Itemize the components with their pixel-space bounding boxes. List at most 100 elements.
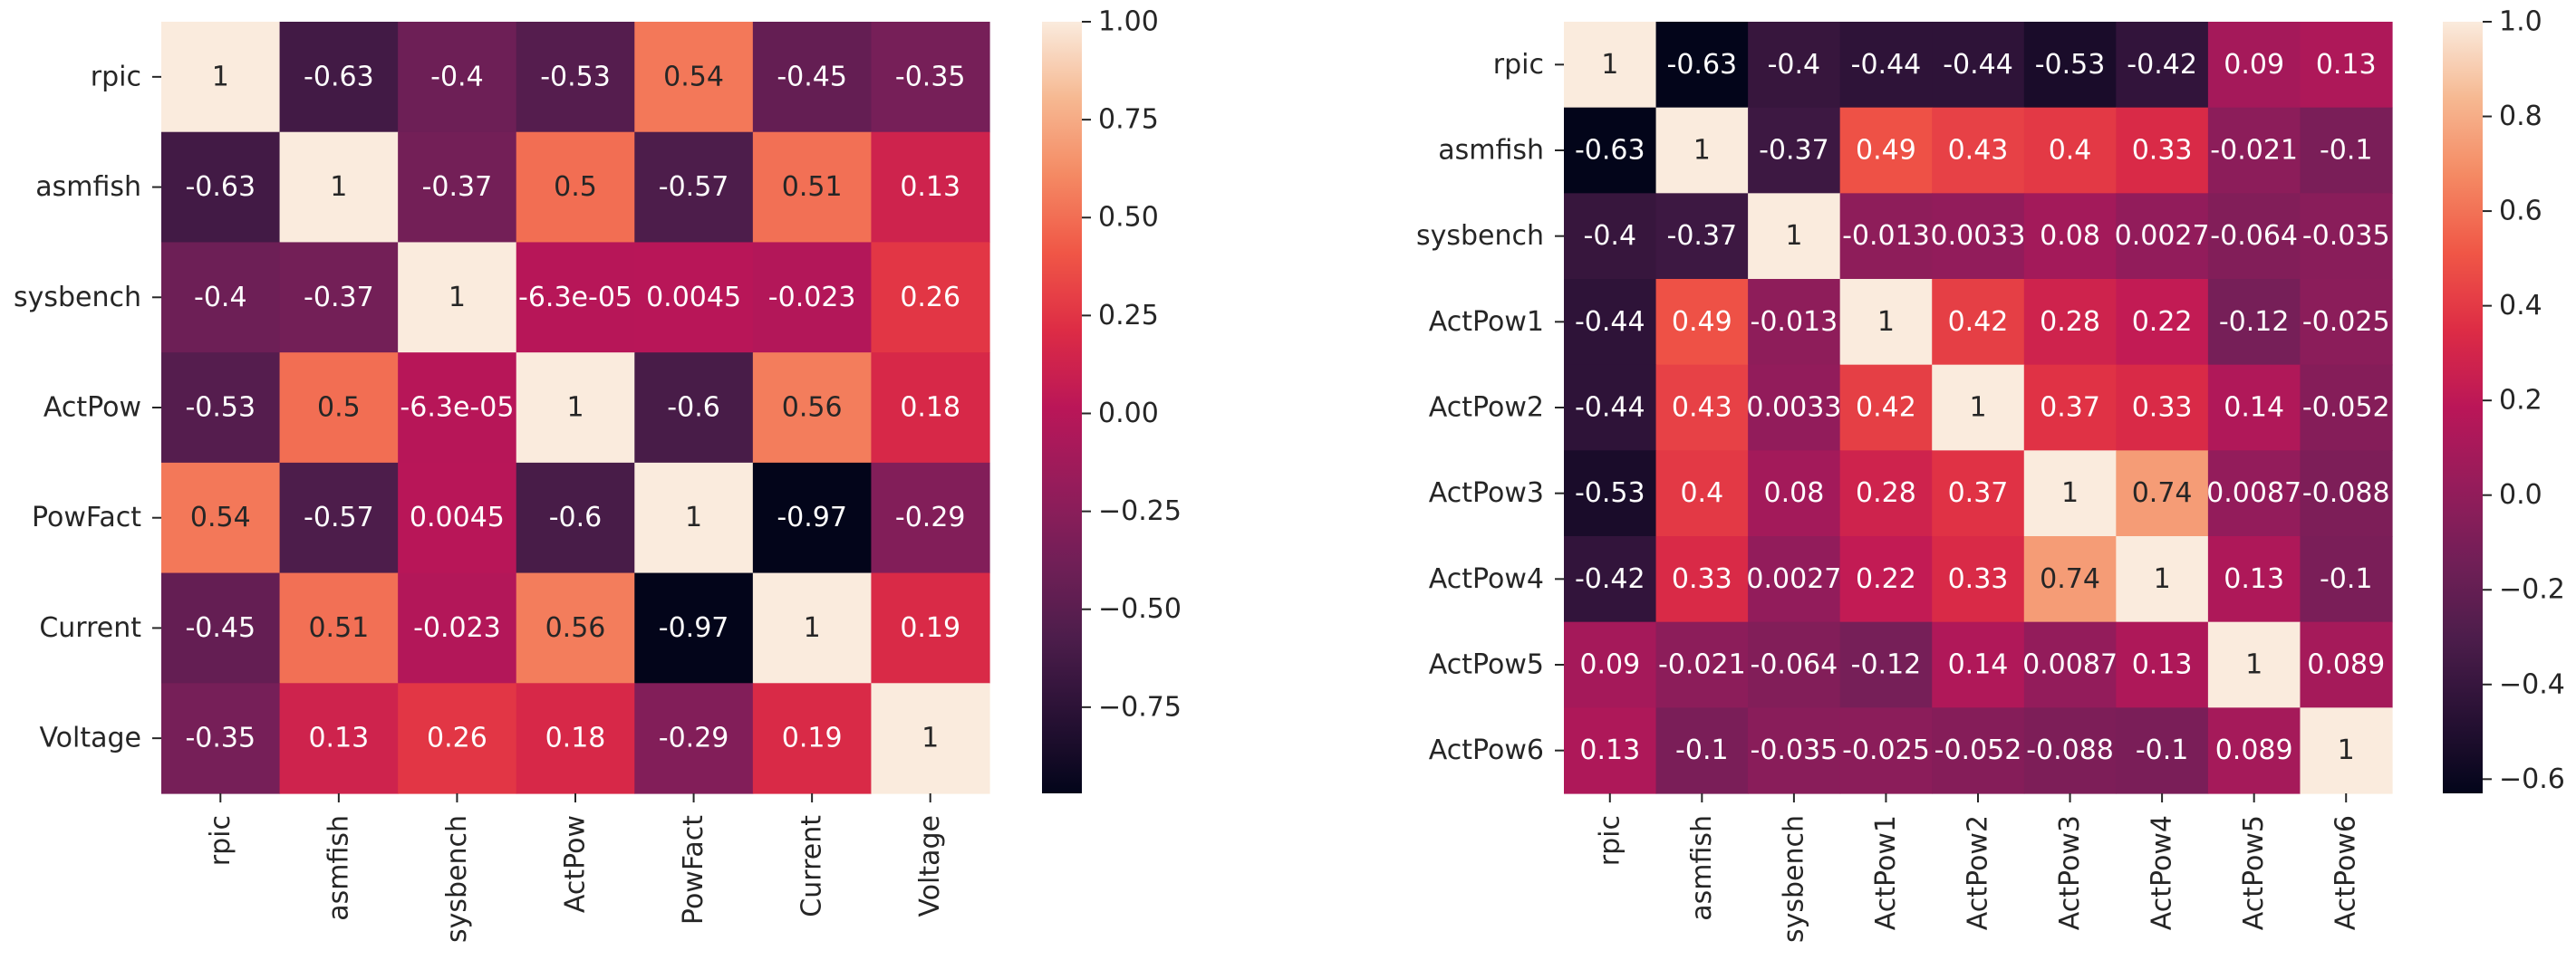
heatmap-2-cell: [2023, 193, 2117, 280]
heatmap-2-cell-label: -0.12: [1851, 649, 1922, 681]
heatmap-2-cell-label: 0.22: [2132, 306, 2193, 338]
heatmap-1-cell-label: 0.5: [317, 392, 361, 424]
heatmap-1-cell-label: 0.51: [782, 171, 843, 203]
heatmap-2-cell-label: -0.025: [1842, 734, 1930, 766]
heatmap-2-cell: [2207, 22, 2301, 109]
heatmap-2-ytick-label: sysbench: [1416, 220, 1544, 252]
heatmap-1-cell-label: -6.3e-05: [518, 282, 632, 313]
heatmap-2-cell-label: 0.0027: [1746, 563, 1841, 595]
heatmap-2-cell-label: 0.28: [1856, 477, 1916, 509]
heatmap-2-cell: [2116, 22, 2209, 109]
heatmap-1-ytick-label: rpic: [91, 61, 141, 92]
heatmap-2-cell-label: 0.0033: [1931, 220, 2026, 252]
heatmap-2-cell-label: 1: [1969, 392, 1986, 424]
heatmap-1-cell: [752, 131, 873, 244]
colorbar-2-tick-label: 0.6: [2499, 196, 2542, 227]
heatmap-2-ytick-label: ActPow1: [1429, 306, 1544, 338]
heatmap-1-cell: [634, 242, 754, 353]
heatmap-2-xtick-label: ActPow4: [2147, 815, 2178, 930]
heatmap-2-cell: [1748, 621, 1841, 708]
heatmap-2-cell-label: 0.42: [1856, 392, 1916, 424]
heatmap-2-cell-label: 0.08: [1763, 477, 1824, 509]
heatmap-2-cell-label: -0.1: [2320, 563, 2373, 595]
heatmap-1-xtick-label: sysbench: [441, 815, 473, 943]
heatmap-2-ytick-label: ActPow3: [1429, 477, 1544, 509]
heatmap-1-cell-label: -0.4: [430, 61, 484, 92]
heatmap-1-cell-label: 0.0045: [410, 502, 505, 533]
heatmap-1-cell-label: -0.57: [304, 502, 374, 533]
heatmap-2-cell: [2116, 364, 2209, 451]
heatmap-2-cell: [1839, 621, 1933, 708]
heatmap-2: 1 -0.63 -0.4 -0.44 -0.44 -0.53 -0.42 0.09 0.13 -0…: [1416, 6, 2565, 944]
heatmap-1-cell-label: 1: [330, 171, 347, 203]
colorbar-1-tick-label: −0.75: [1098, 691, 1182, 723]
heatmap-1-cell-label: -0.023: [768, 282, 856, 313]
heatmap-2-cell-label: -0.53: [2035, 49, 2106, 81]
heatmap-2-cell-label: 0.14: [2224, 392, 2284, 424]
heatmap-1-cell-label: 0.26: [900, 282, 960, 313]
heatmap-1-cell: [516, 22, 635, 133]
heatmap-1-cell: [871, 683, 990, 794]
heatmap-2-cell: [2023, 107, 2117, 194]
heatmap-1-cell: [398, 352, 517, 464]
heatmap-2-cell-label: 0.49: [1672, 306, 1732, 338]
heatmap-2-cell-label: -0.44: [1575, 392, 1645, 424]
heatmap-2-cell-label: 0.089: [2307, 649, 2385, 681]
heatmap-1-cell: [752, 572, 873, 684]
heatmap-2-cell: [1564, 193, 1657, 280]
heatmap-2-cell: [1932, 536, 2025, 623]
heatmap-2-xtick-label: ActPow5: [2238, 815, 2270, 930]
heatmap-1-cell: [634, 22, 754, 133]
heatmap-2-cell: [1839, 536, 1933, 623]
heatmap-2-cell: [2116, 107, 2209, 194]
heatmap-2-cell: [2207, 279, 2301, 366]
colorbar-1-tick-label: −0.50: [1098, 593, 1182, 625]
heatmap-2-cell-label: -0.53: [1575, 477, 1645, 509]
heatmap-2-cell-label: 1: [2338, 734, 2355, 766]
heatmap-2-cell: [1564, 22, 1657, 109]
heatmap-1-cell: [516, 683, 635, 794]
heatmap-2-cell: [2207, 707, 2301, 794]
heatmap-1-ytick-label: Voltage: [39, 723, 141, 754]
heatmap-2-cell: [1932, 193, 2025, 280]
heatmap-1-cell: [634, 683, 754, 794]
heatmap-2-cell: [1564, 536, 1657, 623]
heatmap-1-cell: [279, 572, 399, 684]
heatmap-1-cell-label: -0.29: [895, 502, 966, 533]
heatmap-2-cell: [1564, 450, 1657, 537]
heatmap-1-cell: [871, 462, 990, 574]
heatmap-2-ytick-label: ActPow5: [1429, 649, 1544, 681]
heatmap-1-xtick-label: Current: [796, 815, 828, 917]
heatmap-2-xtick-label: rpic: [1594, 815, 1626, 866]
heatmap-1-cell-label: -0.29: [659, 723, 729, 754]
heatmap-2-cell-label: -0.12: [2219, 306, 2290, 338]
heatmap-2-cell-label: 0.37: [1948, 477, 2009, 509]
heatmap-2-cell: [2300, 279, 2393, 366]
heatmap-2-cell: [1655, 536, 1749, 623]
heatmap-2-cell-label: 0.09: [2224, 49, 2284, 81]
heatmap-2-cell: [2300, 707, 2393, 794]
colorbar-1-tick-label: 0.50: [1098, 202, 1159, 234]
heatmap-2-cell-label: 0.4: [1680, 477, 1723, 509]
heatmap-2-cell-label: -0.021: [2210, 135, 2298, 167]
heatmap-2-cell: [1748, 22, 1841, 109]
heatmap-2-cell-label: -0.088: [2302, 477, 2390, 509]
colorbar-2-tick-label: 1.0: [2499, 6, 2542, 38]
colorbar-2-tick-label: −0.6: [2499, 763, 2565, 795]
heatmap-2-cell-label: 0.0033: [1746, 392, 1841, 424]
heatmap-2-cell-label: 1: [1877, 306, 1895, 338]
heatmap-2-cell: [2207, 107, 2301, 194]
heatmap-2-cell-label: -0.035: [1751, 734, 1838, 766]
heatmap-2-cell: [2207, 364, 2301, 451]
heatmap-1-cell-label: 0.56: [782, 392, 843, 424]
heatmap-2-cell: [1655, 707, 1749, 794]
heatmap-2-cell-label: -0.42: [1575, 563, 1645, 595]
heatmap-1-cell-label: 0.18: [545, 723, 606, 754]
heatmap-2-cell-label: 1: [2154, 563, 2171, 595]
heatmap-1-cell-label: 1: [921, 723, 939, 754]
heatmap-2-cell: [1655, 621, 1749, 708]
heatmap-2-cell: [2300, 536, 2393, 623]
heatmap-2-cell: [2116, 279, 2209, 366]
colorbar-2-tick-label: 0.4: [2499, 290, 2542, 322]
heatmap-1-cell-label: 0.18: [900, 392, 960, 424]
